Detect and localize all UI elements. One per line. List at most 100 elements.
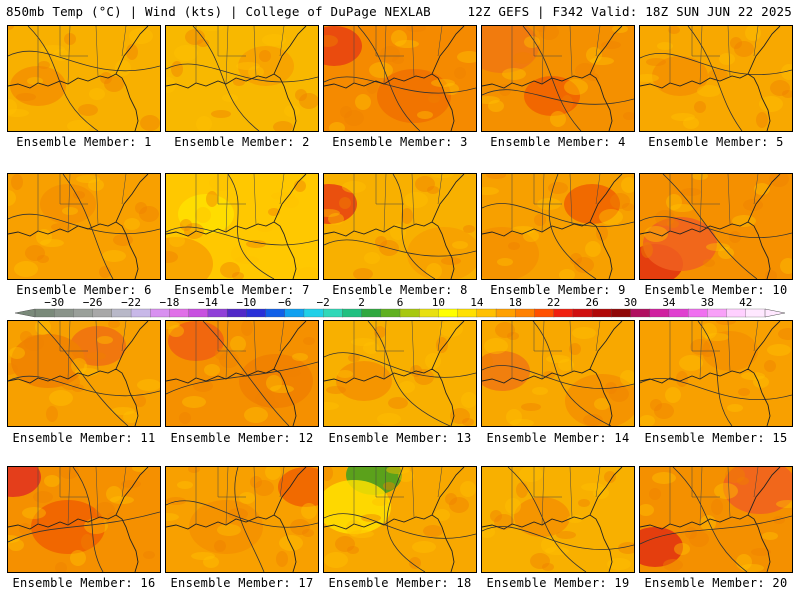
state-border bbox=[67, 467, 71, 526]
temperature-field bbox=[324, 26, 476, 131]
state-border bbox=[375, 26, 404, 57]
height-contour bbox=[166, 63, 318, 83]
temperature-speckle bbox=[166, 321, 180, 329]
temperature-speckle bbox=[623, 112, 634, 120]
coastline bbox=[431, 321, 465, 370]
temperature-speckle bbox=[445, 493, 457, 505]
temperature-speckle bbox=[51, 223, 71, 231]
temperature-speckle bbox=[46, 406, 58, 422]
temperature-speckle bbox=[70, 550, 86, 566]
coastline bbox=[589, 467, 623, 516]
coastline bbox=[166, 73, 297, 131]
height-contour bbox=[8, 375, 160, 397]
temperature-speckle bbox=[284, 105, 300, 117]
state-border bbox=[691, 26, 720, 57]
temperature-speckle bbox=[556, 531, 576, 539]
state-border bbox=[67, 321, 71, 380]
height-contour bbox=[324, 513, 476, 539]
temperature-speckle bbox=[188, 467, 200, 473]
state-border bbox=[595, 467, 601, 498]
colorbar-bin bbox=[54, 308, 75, 318]
temperature-speckle bbox=[596, 225, 608, 241]
temperature-speckle bbox=[460, 481, 476, 497]
temperature-speckle bbox=[620, 370, 634, 386]
state-border bbox=[383, 467, 387, 526]
state-border bbox=[437, 174, 443, 205]
state-border bbox=[253, 174, 257, 225]
coastline bbox=[482, 221, 613, 279]
temperature-speckle bbox=[262, 34, 286, 46]
temperature-speckle bbox=[268, 208, 280, 216]
temperature-speckle bbox=[729, 231, 741, 243]
ensemble-member-label: Ensemble Member: 20 bbox=[644, 576, 788, 590]
temperature-speckle bbox=[714, 483, 738, 499]
coastline bbox=[324, 514, 455, 572]
temperature-speckle bbox=[572, 327, 596, 339]
temperature-speckle bbox=[546, 355, 570, 363]
ensemble-member-label: Ensemble Member: 15 bbox=[644, 431, 788, 445]
height-contour bbox=[8, 50, 160, 72]
temperature-speckle bbox=[228, 508, 248, 520]
temperature-speckle bbox=[55, 562, 67, 572]
state-border bbox=[533, 26, 562, 57]
temperature-field bbox=[8, 467, 160, 572]
temperature-speckle bbox=[347, 546, 359, 554]
temperature-speckle bbox=[377, 413, 401, 425]
temperature-speckle bbox=[214, 540, 226, 552]
temperature-anomaly-blob bbox=[189, 500, 263, 554]
temperature-speckle bbox=[219, 352, 239, 368]
temperature-speckle bbox=[685, 527, 697, 539]
temperature-field bbox=[166, 26, 318, 131]
temperature-speckle bbox=[204, 364, 220, 376]
ensemble-member-label: Ensemble Member: 4 bbox=[490, 135, 626, 149]
map-title: 850mb Temp (°C) | Wind (kts) | College o… bbox=[6, 4, 431, 19]
temperature-speckle bbox=[254, 480, 274, 496]
temperature-speckle bbox=[751, 548, 771, 556]
temperature-field bbox=[640, 467, 792, 572]
temperature-speckle bbox=[140, 115, 160, 131]
coastline bbox=[115, 321, 149, 370]
state-border bbox=[95, 26, 99, 77]
temperature-speckle bbox=[622, 203, 634, 211]
state-border bbox=[59, 174, 88, 205]
temperature-anomaly-blob bbox=[482, 26, 539, 73]
ensemble-member-map bbox=[165, 25, 319, 132]
coastline bbox=[747, 321, 781, 370]
temperature-speckle bbox=[364, 252, 380, 264]
temperature-speckle bbox=[324, 402, 339, 410]
temperature-speckle bbox=[290, 519, 310, 535]
temperature-speckle bbox=[22, 507, 46, 519]
colorbar-bin bbox=[188, 308, 209, 318]
state-border bbox=[217, 26, 246, 57]
temperature-speckle bbox=[44, 475, 60, 487]
height-contour bbox=[640, 515, 792, 545]
ensemble-member-map bbox=[165, 320, 319, 427]
temperature-colorbar: −30 −26 −22 −18 −14 −10 −6 −2 2 6 10 14 18 22 26 30 34 38… bbox=[0, 296, 800, 320]
temperature-speckle bbox=[115, 60, 131, 76]
colorbar-bin bbox=[246, 308, 267, 318]
temperature-anomaly-blob bbox=[377, 69, 451, 123]
state-border bbox=[437, 467, 443, 498]
temperature-field bbox=[166, 321, 318, 426]
coastline bbox=[747, 467, 781, 516]
temperature-speckle bbox=[265, 467, 281, 480]
ensemble-member-map bbox=[7, 320, 161, 427]
ensemble-member-map bbox=[481, 173, 635, 280]
state-border bbox=[375, 467, 404, 498]
temperature-speckle bbox=[574, 257, 594, 273]
state-border bbox=[699, 174, 703, 233]
temperature-speckle bbox=[683, 117, 699, 129]
ensemble-member-map bbox=[639, 466, 793, 573]
temperature-speckle bbox=[64, 33, 76, 45]
colorbar-bin bbox=[380, 308, 401, 318]
state-border bbox=[59, 26, 88, 57]
temperature-speckle bbox=[708, 69, 728, 81]
temperature-speckle bbox=[328, 213, 344, 225]
coastline bbox=[640, 73, 771, 131]
temperature-speckle bbox=[427, 186, 439, 194]
coastline bbox=[640, 514, 771, 572]
colorbar-tick-label: 10 bbox=[431, 296, 446, 309]
colorbar-tick-label: 42 bbox=[739, 296, 753, 309]
temperature-speckle bbox=[486, 174, 506, 179]
temperature-speckle bbox=[191, 552, 215, 560]
